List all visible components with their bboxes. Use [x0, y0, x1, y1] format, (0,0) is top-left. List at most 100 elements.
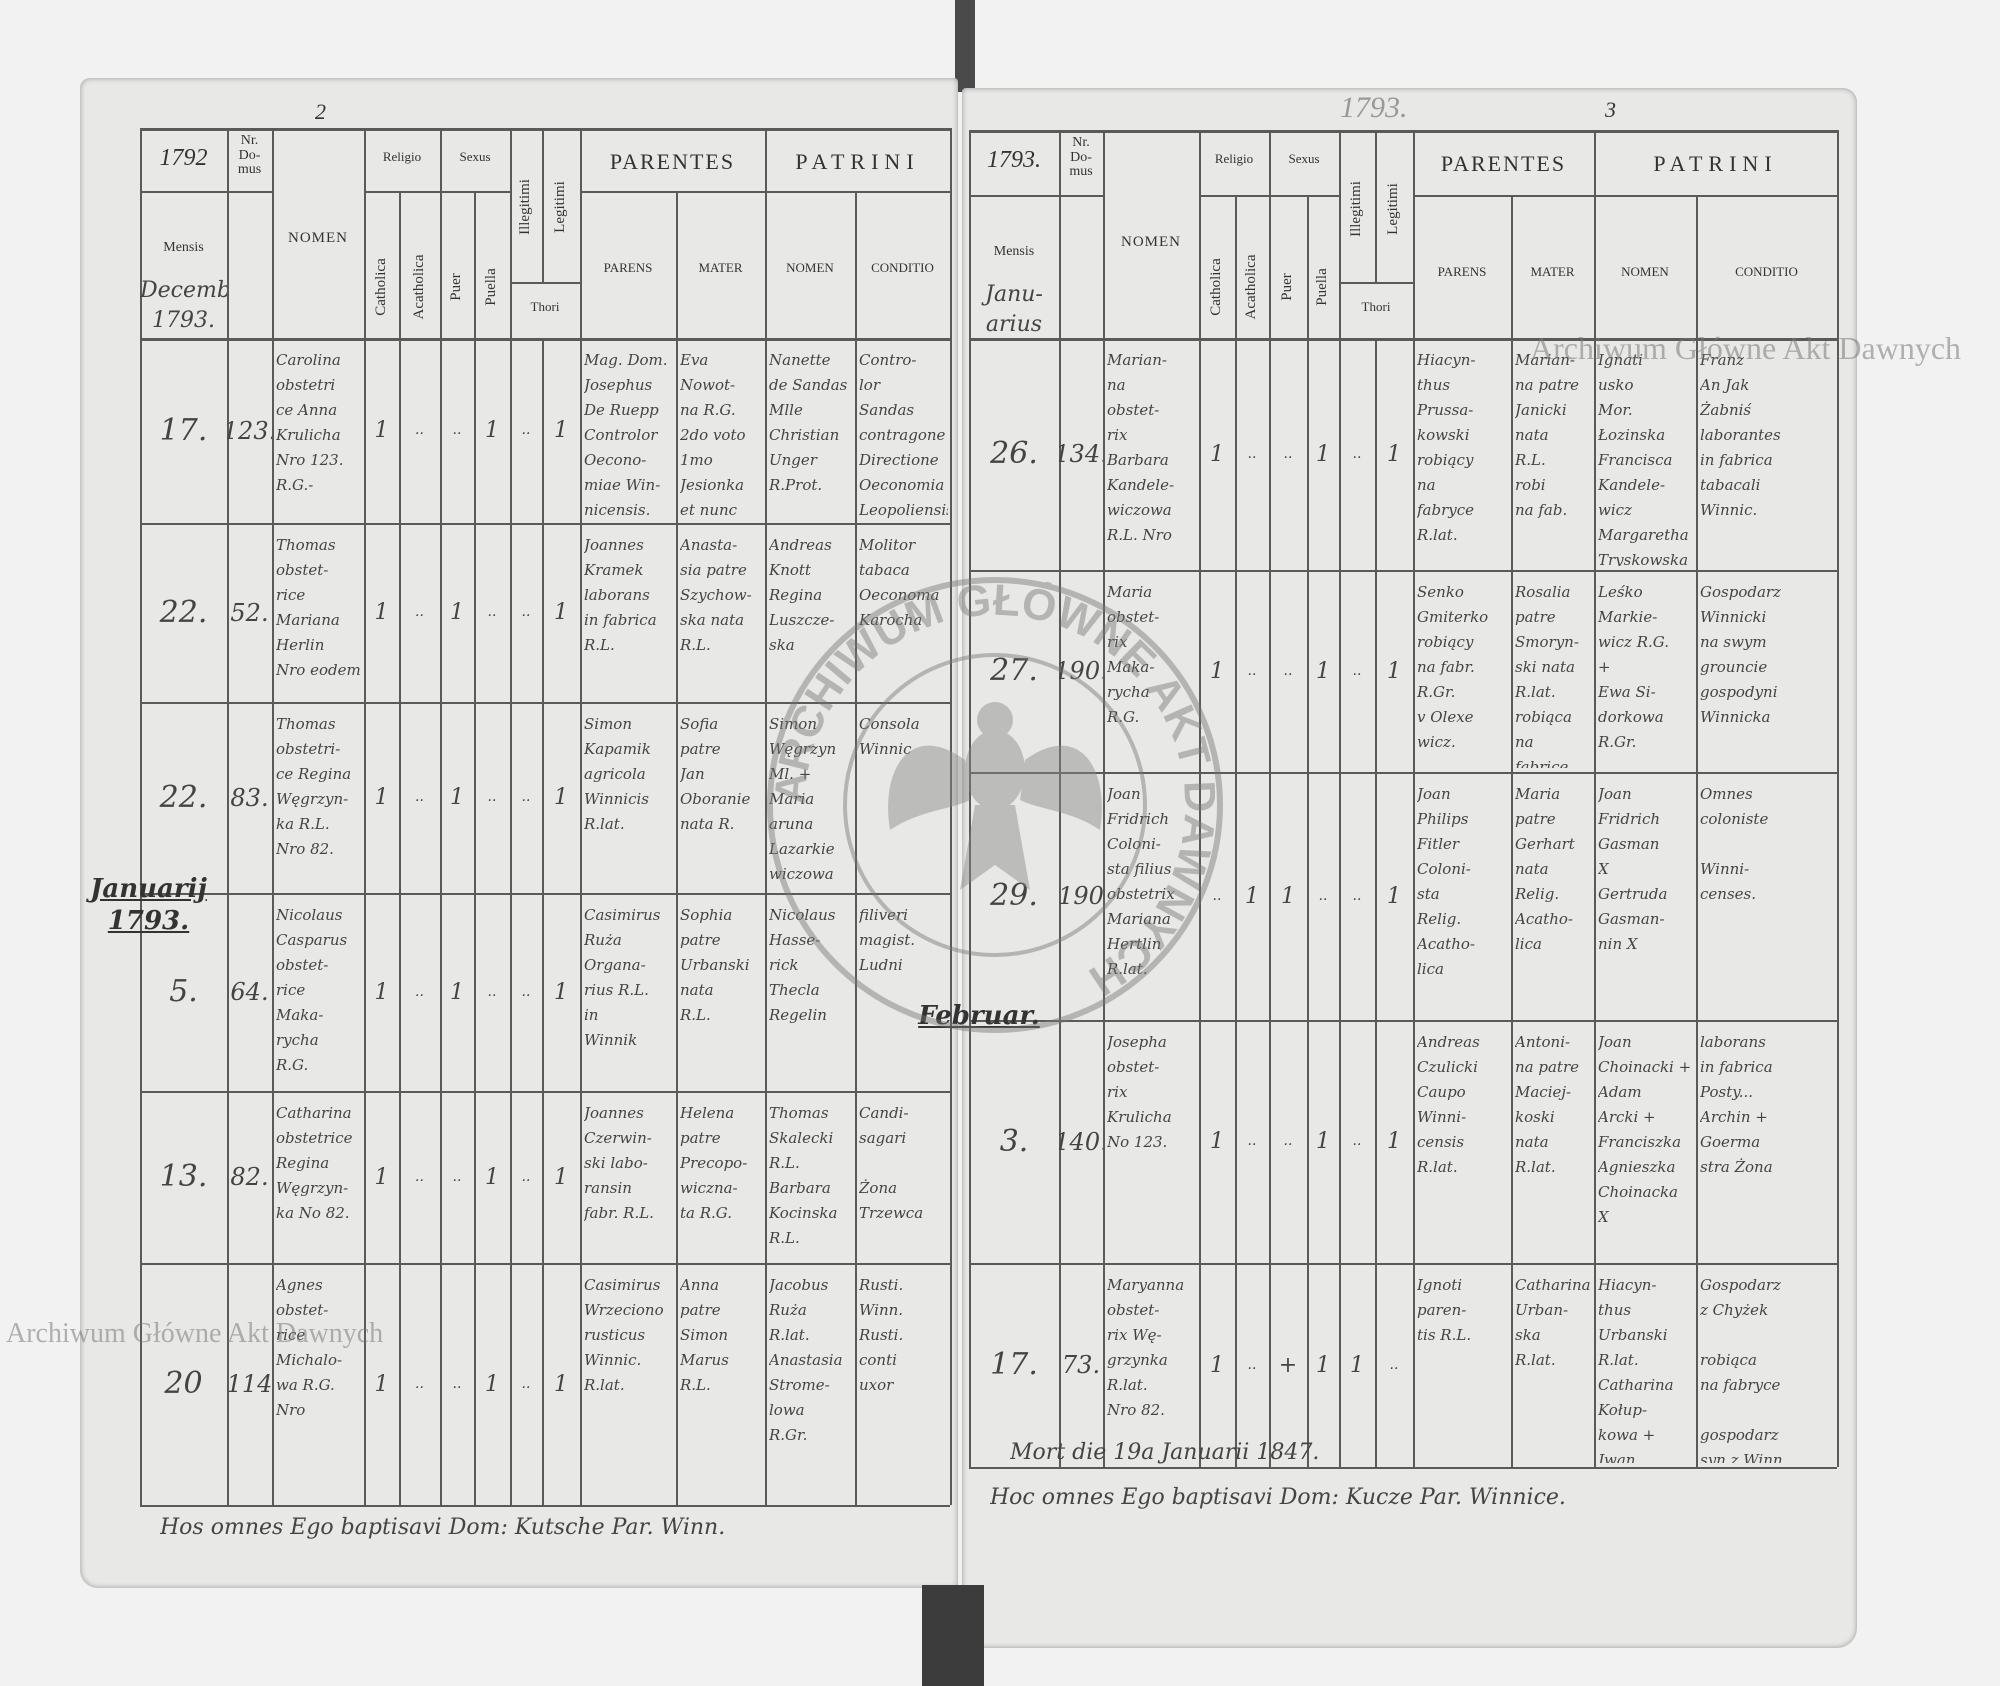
archive-watermark: Archiwum Główne Akt Dawnych	[6, 1318, 384, 1349]
cell-day: 20	[164, 1366, 203, 1401]
column-rule	[227, 128, 229, 1505]
religio-header: Religio	[1214, 151, 1254, 166]
cell-catholica: 1	[374, 1164, 389, 1190]
cell-day: 27.	[990, 653, 1038, 688]
thori-header: Thori	[530, 299, 560, 314]
mater-header: MATER	[698, 260, 743, 275]
row-divider	[140, 1505, 950, 1507]
cell-puer: 1	[450, 979, 464, 1005]
cell-parens: Ignoti paren- tis R.L.	[1417, 1276, 1472, 1344]
cell-patrinus-nomen: Nanette de Sandas Mlle Christian Unger R…	[769, 351, 848, 494]
cell-mater: Marian- na patre Janicki nata R.L. robi …	[1515, 351, 1579, 519]
column-rule	[364, 128, 366, 1505]
cell-parens: Casimirus Wrzeciono rusticus Winnic. R.l…	[584, 1276, 664, 1394]
cell-patrinus-nomen: Andreas Knott Regina Luszcze- ska	[769, 536, 835, 654]
cell-puer: 1	[450, 600, 464, 625]
cell-patrinus-nomen: Hiacyn- thus Urbanski R.lat. Catharina K…	[1598, 1276, 1674, 1463]
cell-patrinus-nomen: Thomas Skalecki R.L. Barbara Kocinska R.…	[769, 1104, 838, 1247]
cell-illegitimi: ..	[1352, 887, 1362, 904]
cell-legitimi: 1	[554, 1164, 568, 1190]
legitimi-header: Legitimi	[552, 181, 568, 233]
cell-catholica: 1	[374, 418, 389, 443]
cell-patrinus-nomen: Joan Choinacki + Adam Arcki + Franciszka…	[1598, 1033, 1692, 1226]
cell-illegitimi: ..	[1352, 445, 1362, 462]
cell-puer: +	[1278, 1352, 1298, 1378]
acatholica-header: Acatholica	[410, 254, 427, 320]
header-top-rule	[140, 128, 950, 131]
cell-nr: 123.	[227, 416, 272, 445]
cell-nr: 190.	[1059, 657, 1103, 685]
cell-puer: ..	[452, 1375, 462, 1392]
cell-catholica: 1	[374, 785, 389, 810]
cell-puella: ..	[487, 604, 497, 620]
sexus-header: Sexus	[1288, 151, 1320, 166]
column-rule	[855, 191, 857, 1505]
nomen-header: NOMEN	[1121, 234, 1181, 250]
cell-legitimi: 1	[554, 600, 568, 625]
row-divider	[140, 1091, 950, 1093]
row-divider	[140, 702, 950, 704]
month-header: Decembr. 1793.	[140, 278, 227, 333]
cell-puella: 1	[1316, 1352, 1330, 1378]
thori-rule	[1339, 282, 1413, 284]
cell-legitimi: 1	[1387, 658, 1401, 684]
column-rule	[542, 338, 544, 1505]
row-divider	[969, 1263, 1837, 1265]
page-number-right: 3	[1605, 97, 1616, 122]
cell-nr: 73.	[1061, 1351, 1101, 1379]
thori-header: Thori	[1361, 299, 1391, 314]
cell-nr: 190	[1059, 882, 1103, 910]
cell-parens: Joannes Czerwin- ski labo- ransin fabr. …	[584, 1104, 654, 1222]
cell-nomen: Catharina obstetrice Regina Węgrzyn- ka …	[276, 1104, 353, 1222]
book-spine-bottom	[922, 1585, 984, 1686]
row-divider	[969, 570, 1837, 572]
cell-illegitimi: ..	[521, 789, 531, 805]
cell-illegitimi: ..	[521, 1168, 531, 1185]
puella-header: Puella	[1314, 268, 1330, 306]
catholica-header: Catholica	[372, 258, 389, 316]
column-rule	[1235, 195, 1237, 1467]
row-divider	[969, 1467, 1837, 1469]
cell-acatholica: ..	[1247, 1356, 1257, 1373]
cell-legitimi: 1	[554, 418, 568, 443]
cell-nomen: Agnes obstet- rice Michalo- wa R.G. Nro	[276, 1276, 343, 1419]
header-bottom-rule	[140, 338, 950, 341]
cell-puer: 1	[1281, 883, 1295, 909]
cell-mater: Sophia patre Urbanski nata R.L.	[680, 906, 750, 1024]
year-label: 1793.	[987, 147, 1041, 173]
cell-conditio: Franz An Jak Żabniś laborantes in fabric…	[1700, 351, 1781, 519]
column-rule	[969, 130, 971, 1467]
cell-acatholica: ..	[1247, 1133, 1257, 1149]
month-label: Januarij 1793.	[90, 874, 207, 936]
cell-patrinus-nomen: Joan Fridrich Gasman X Gertruda Gasman- …	[1598, 785, 1668, 953]
mortality-note: Mort die 19a Januarii 1847.	[1010, 1440, 1320, 1465]
page-number-left: 2	[315, 99, 326, 124]
cell-parens: Simon Kapamik agricola Winnicis R.lat.	[584, 715, 651, 833]
thori-rule	[510, 282, 580, 284]
conditio-header: CONDITIO	[871, 260, 934, 275]
cell-patrinus-nomen: Leśko Markie- wicz R.G. + Ewa Si- dorkow…	[1598, 583, 1669, 751]
cell-mater: Sofia patre Jan Oboranie nata R.	[680, 715, 751, 833]
cell-day: 3.	[999, 1123, 1029, 1159]
cell-parens: Casimirus Ruża Organa- rius R.L. in Winn…	[584, 906, 661, 1049]
cell-mater: Eva Nowot- na R.G. 2do voto 1mo Jesionka…	[680, 351, 746, 519]
cell-illegitimi: ..	[521, 422, 531, 438]
cell-nr: 52.	[230, 598, 269, 627]
cell-mater: Anna patre Simon Marus R.L.	[680, 1276, 729, 1394]
cell-catholica: ..	[1212, 887, 1222, 904]
column-rule	[1059, 130, 1061, 1467]
column-rule	[510, 128, 512, 1505]
cell-day: 22.	[159, 594, 208, 630]
patrini-header: PATRINI	[795, 149, 920, 174]
legitimi-header: Legitimi	[1385, 183, 1401, 235]
mensis-label: Mensis	[163, 240, 204, 255]
column-rule	[440, 128, 442, 1505]
cell-parens: Senko Gmiterko robiący na fabr. R.Gr. v …	[1417, 583, 1489, 751]
column-rule	[1103, 130, 1105, 1467]
cell-catholica: 1	[1210, 658, 1224, 684]
cell-puella: 1	[485, 1371, 499, 1397]
nr-domus-label: Nr. Do- mus	[1069, 135, 1093, 180]
religio-header: Religio	[382, 149, 422, 164]
conditio-header: CONDITIO	[1735, 264, 1798, 279]
cell-nomen: Marian- na obstet- rix Barbara Kandele- …	[1107, 351, 1175, 544]
